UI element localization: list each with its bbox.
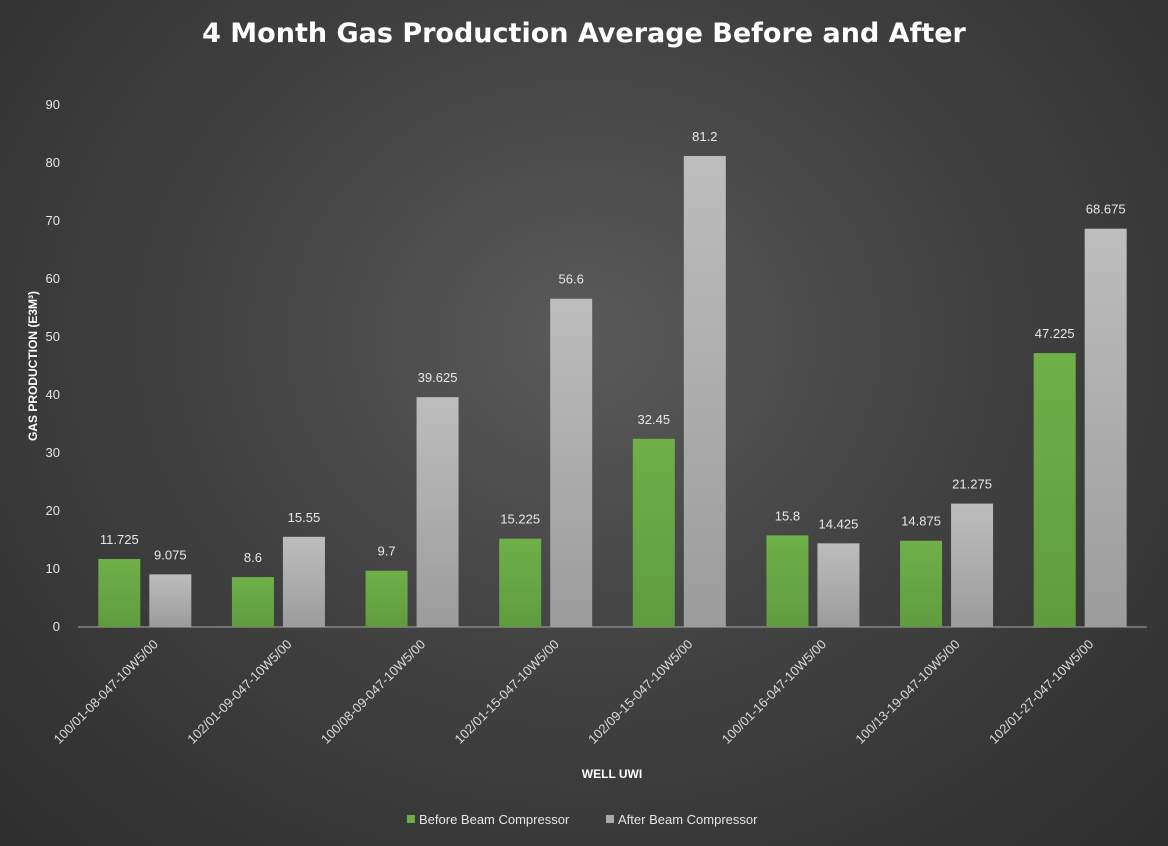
y-tick-label: 90 bbox=[46, 97, 60, 112]
data-label-after: 14.425 bbox=[819, 516, 859, 531]
legend: Before Beam Compressor After Beam Compre… bbox=[407, 812, 758, 827]
bar-before bbox=[900, 540, 943, 627]
data-label-before: 32.45 bbox=[638, 412, 671, 427]
data-label-after: 56.6 bbox=[559, 272, 584, 287]
category-labels-group: 100/01-08-047-10W5/00 102/01-09-047-10W5/… bbox=[51, 637, 1097, 747]
data-label-before: 14.875 bbox=[901, 514, 941, 529]
y-tick-label: 60 bbox=[46, 271, 60, 286]
bar-before bbox=[365, 570, 408, 627]
data-label-after: 39.625 bbox=[418, 370, 458, 385]
category-label: 100/01-08-047-10W5/00 bbox=[51, 637, 161, 747]
data-label-after: 81.2 bbox=[692, 129, 717, 144]
y-tick-label: 80 bbox=[46, 155, 60, 170]
category-label: 102/01-27-047-10W5/00 bbox=[986, 637, 1096, 747]
data-label-after: 21.275 bbox=[952, 477, 992, 492]
bar-after bbox=[951, 503, 994, 627]
data-label-before: 8.6 bbox=[244, 550, 262, 565]
bar-after bbox=[282, 536, 325, 627]
bar-after bbox=[1084, 228, 1127, 627]
legend-label-after: After Beam Compressor bbox=[618, 812, 758, 827]
data-label-before: 15.8 bbox=[775, 508, 800, 523]
bar-before bbox=[766, 535, 809, 627]
category-label: 100/01-16-047-10W5/00 bbox=[719, 637, 829, 747]
category-label: 100/13-19-047-10W5/00 bbox=[852, 637, 962, 747]
legend-swatch-before bbox=[407, 815, 415, 823]
bar-before bbox=[499, 538, 542, 627]
bar-after bbox=[149, 574, 192, 627]
bar-before bbox=[98, 558, 141, 627]
bar-after bbox=[550, 298, 593, 627]
data-label-before: 11.725 bbox=[100, 532, 139, 547]
y-tick-label: 20 bbox=[46, 503, 60, 518]
category-label: 100/08-09-047-10W5/00 bbox=[318, 637, 428, 747]
data-label-after: 68.675 bbox=[1086, 202, 1126, 217]
y-tick-label: 30 bbox=[46, 445, 60, 460]
category-label: 102/01-15-047-10W5/00 bbox=[452, 637, 562, 747]
bar-after bbox=[416, 397, 459, 627]
bar-before bbox=[231, 577, 274, 627]
bar-after bbox=[817, 543, 860, 627]
y-tick-label: 40 bbox=[46, 387, 60, 402]
legend-swatch-after bbox=[606, 815, 614, 823]
y-tick-label: 10 bbox=[46, 561, 60, 576]
data-label-after: 9.075 bbox=[154, 547, 187, 562]
bar-after bbox=[683, 156, 726, 628]
data-labels-group: 11.725 9.075 8.6 15.55 9.7 39.625 15.225 56.6 32… bbox=[100, 129, 1126, 565]
data-label-before: 9.7 bbox=[378, 544, 396, 559]
y-tick-label: 50 bbox=[46, 329, 60, 344]
chart-title: 4 Month Gas Production Average Before an… bbox=[202, 18, 966, 49]
data-label-before: 15.225 bbox=[500, 512, 540, 527]
x-axis-title: WELL UWI bbox=[582, 767, 642, 781]
data-label-after: 15.55 bbox=[288, 510, 321, 525]
category-label: 102/09-15-047-10W5/00 bbox=[585, 637, 695, 747]
legend-label-before: Before Beam Compressor bbox=[419, 812, 570, 827]
y-axis-title: GAS PRODUCTION (E3M³) bbox=[26, 291, 40, 441]
category-label: 102/01-09-047-10W5/00 bbox=[184, 637, 294, 747]
y-axis-ticks: 0 10 20 30 40 50 60 70 80 90 bbox=[46, 97, 60, 634]
y-tick-label: 70 bbox=[46, 213, 60, 228]
data-label-before: 47.225 bbox=[1035, 326, 1075, 341]
bar-before bbox=[632, 438, 675, 627]
bars-group bbox=[98, 156, 1127, 628]
bar-before bbox=[1033, 353, 1076, 627]
y-tick-label: 0 bbox=[53, 619, 60, 634]
